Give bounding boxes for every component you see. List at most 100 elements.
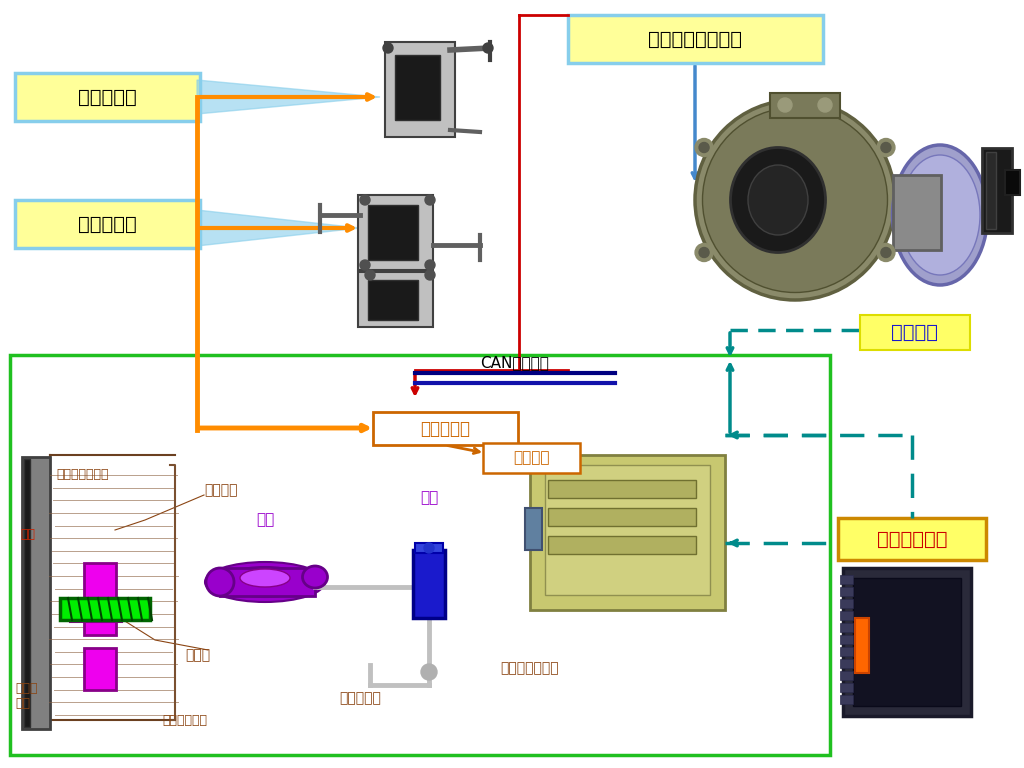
Bar — [893, 175, 941, 250]
Circle shape — [881, 247, 891, 257]
Text: 分系: 分系 — [256, 512, 274, 528]
Text: 换挡传感器: 换挡传感器 — [78, 214, 136, 233]
Text: 从动盘
总成: 从动盘 总成 — [15, 682, 38, 710]
Ellipse shape — [205, 562, 325, 602]
Bar — [10, 355, 830, 755]
Ellipse shape — [730, 147, 825, 253]
Circle shape — [424, 543, 434, 553]
Text: 离合器操纵机构: 离合器操纵机构 — [501, 661, 559, 675]
Polygon shape — [197, 80, 380, 114]
Bar — [840, 683, 853, 692]
Circle shape — [425, 270, 435, 280]
Circle shape — [695, 138, 713, 157]
Bar — [358, 272, 433, 327]
Circle shape — [699, 247, 709, 257]
Bar — [70, 600, 122, 622]
Circle shape — [421, 664, 437, 680]
Bar — [840, 647, 853, 656]
Text: 电控单元: 电控单元 — [513, 451, 549, 465]
Circle shape — [360, 260, 370, 270]
Bar — [840, 599, 853, 608]
Bar — [84, 563, 116, 635]
Circle shape — [425, 260, 435, 270]
Circle shape — [365, 270, 375, 280]
Bar — [373, 412, 518, 445]
Bar — [982, 148, 1012, 233]
Ellipse shape — [893, 145, 987, 285]
Bar — [368, 205, 418, 260]
Ellipse shape — [234, 572, 295, 592]
Bar — [548, 480, 696, 498]
Text: 操纵机构: 操纵机构 — [892, 323, 939, 342]
Bar — [22, 457, 50, 729]
Text: 总泵: 总泵 — [420, 491, 438, 505]
Circle shape — [425, 195, 435, 205]
Bar — [548, 536, 696, 554]
Bar — [840, 587, 853, 596]
Bar — [770, 93, 840, 118]
Ellipse shape — [240, 569, 290, 587]
Ellipse shape — [695, 100, 895, 300]
Bar — [395, 55, 440, 120]
Ellipse shape — [900, 155, 980, 275]
Text: 离合器控制器: 离合器控制器 — [877, 529, 947, 548]
Bar — [84, 648, 116, 690]
Circle shape — [483, 43, 493, 53]
Circle shape — [881, 143, 891, 153]
Text: 选挡传感器: 选挡传感器 — [78, 88, 136, 107]
Bar — [220, 568, 315, 596]
Polygon shape — [197, 210, 360, 246]
Bar — [853, 578, 961, 706]
Circle shape — [699, 143, 709, 153]
Bar — [15, 200, 200, 248]
Bar — [413, 550, 445, 618]
Bar — [986, 152, 996, 229]
Circle shape — [877, 138, 895, 157]
Bar — [840, 671, 853, 680]
Bar — [525, 508, 542, 550]
Text: 传感器信号: 传感器信号 — [420, 420, 470, 438]
Text: 盖及压盘总成：: 盖及压盘总成： — [56, 468, 109, 481]
Bar — [385, 42, 455, 137]
Bar — [24, 459, 30, 727]
Circle shape — [778, 98, 792, 112]
Ellipse shape — [220, 567, 310, 597]
Ellipse shape — [748, 165, 808, 235]
Circle shape — [877, 243, 895, 261]
Bar — [358, 195, 433, 270]
Text: 分离叉: 分离叉 — [185, 648, 210, 662]
Text: 离合器位置传感器: 离合器位置传感器 — [648, 29, 742, 48]
Text: CAN总线网络: CAN总线网络 — [480, 356, 550, 370]
Bar — [415, 543, 443, 553]
Bar — [843, 568, 971, 716]
Ellipse shape — [702, 108, 888, 293]
Circle shape — [695, 243, 713, 261]
Bar — [530, 455, 725, 610]
Ellipse shape — [302, 566, 328, 588]
Bar — [860, 315, 970, 350]
Bar — [840, 575, 853, 584]
Bar — [568, 15, 823, 63]
Bar — [483, 443, 580, 473]
Bar — [840, 611, 853, 620]
Text: 离合器管路: 离合器管路 — [339, 691, 381, 705]
Bar — [60, 598, 150, 620]
Bar — [15, 73, 200, 121]
Text: 飞轮: 飞轮 — [20, 528, 35, 541]
Ellipse shape — [206, 568, 234, 596]
Bar — [855, 618, 869, 673]
Circle shape — [818, 98, 831, 112]
Bar — [368, 280, 418, 320]
Circle shape — [383, 43, 393, 53]
Bar — [838, 518, 986, 560]
Text: 分离轴承: 分离轴承 — [204, 483, 238, 497]
Bar — [1005, 170, 1020, 195]
Bar — [840, 635, 853, 644]
Bar — [545, 465, 710, 595]
Bar — [840, 659, 853, 668]
Bar — [840, 695, 853, 704]
Circle shape — [360, 195, 370, 205]
Text: 变速器的入轴: 变速器的入轴 — [162, 713, 207, 727]
Bar — [840, 623, 853, 632]
Bar — [548, 508, 696, 526]
